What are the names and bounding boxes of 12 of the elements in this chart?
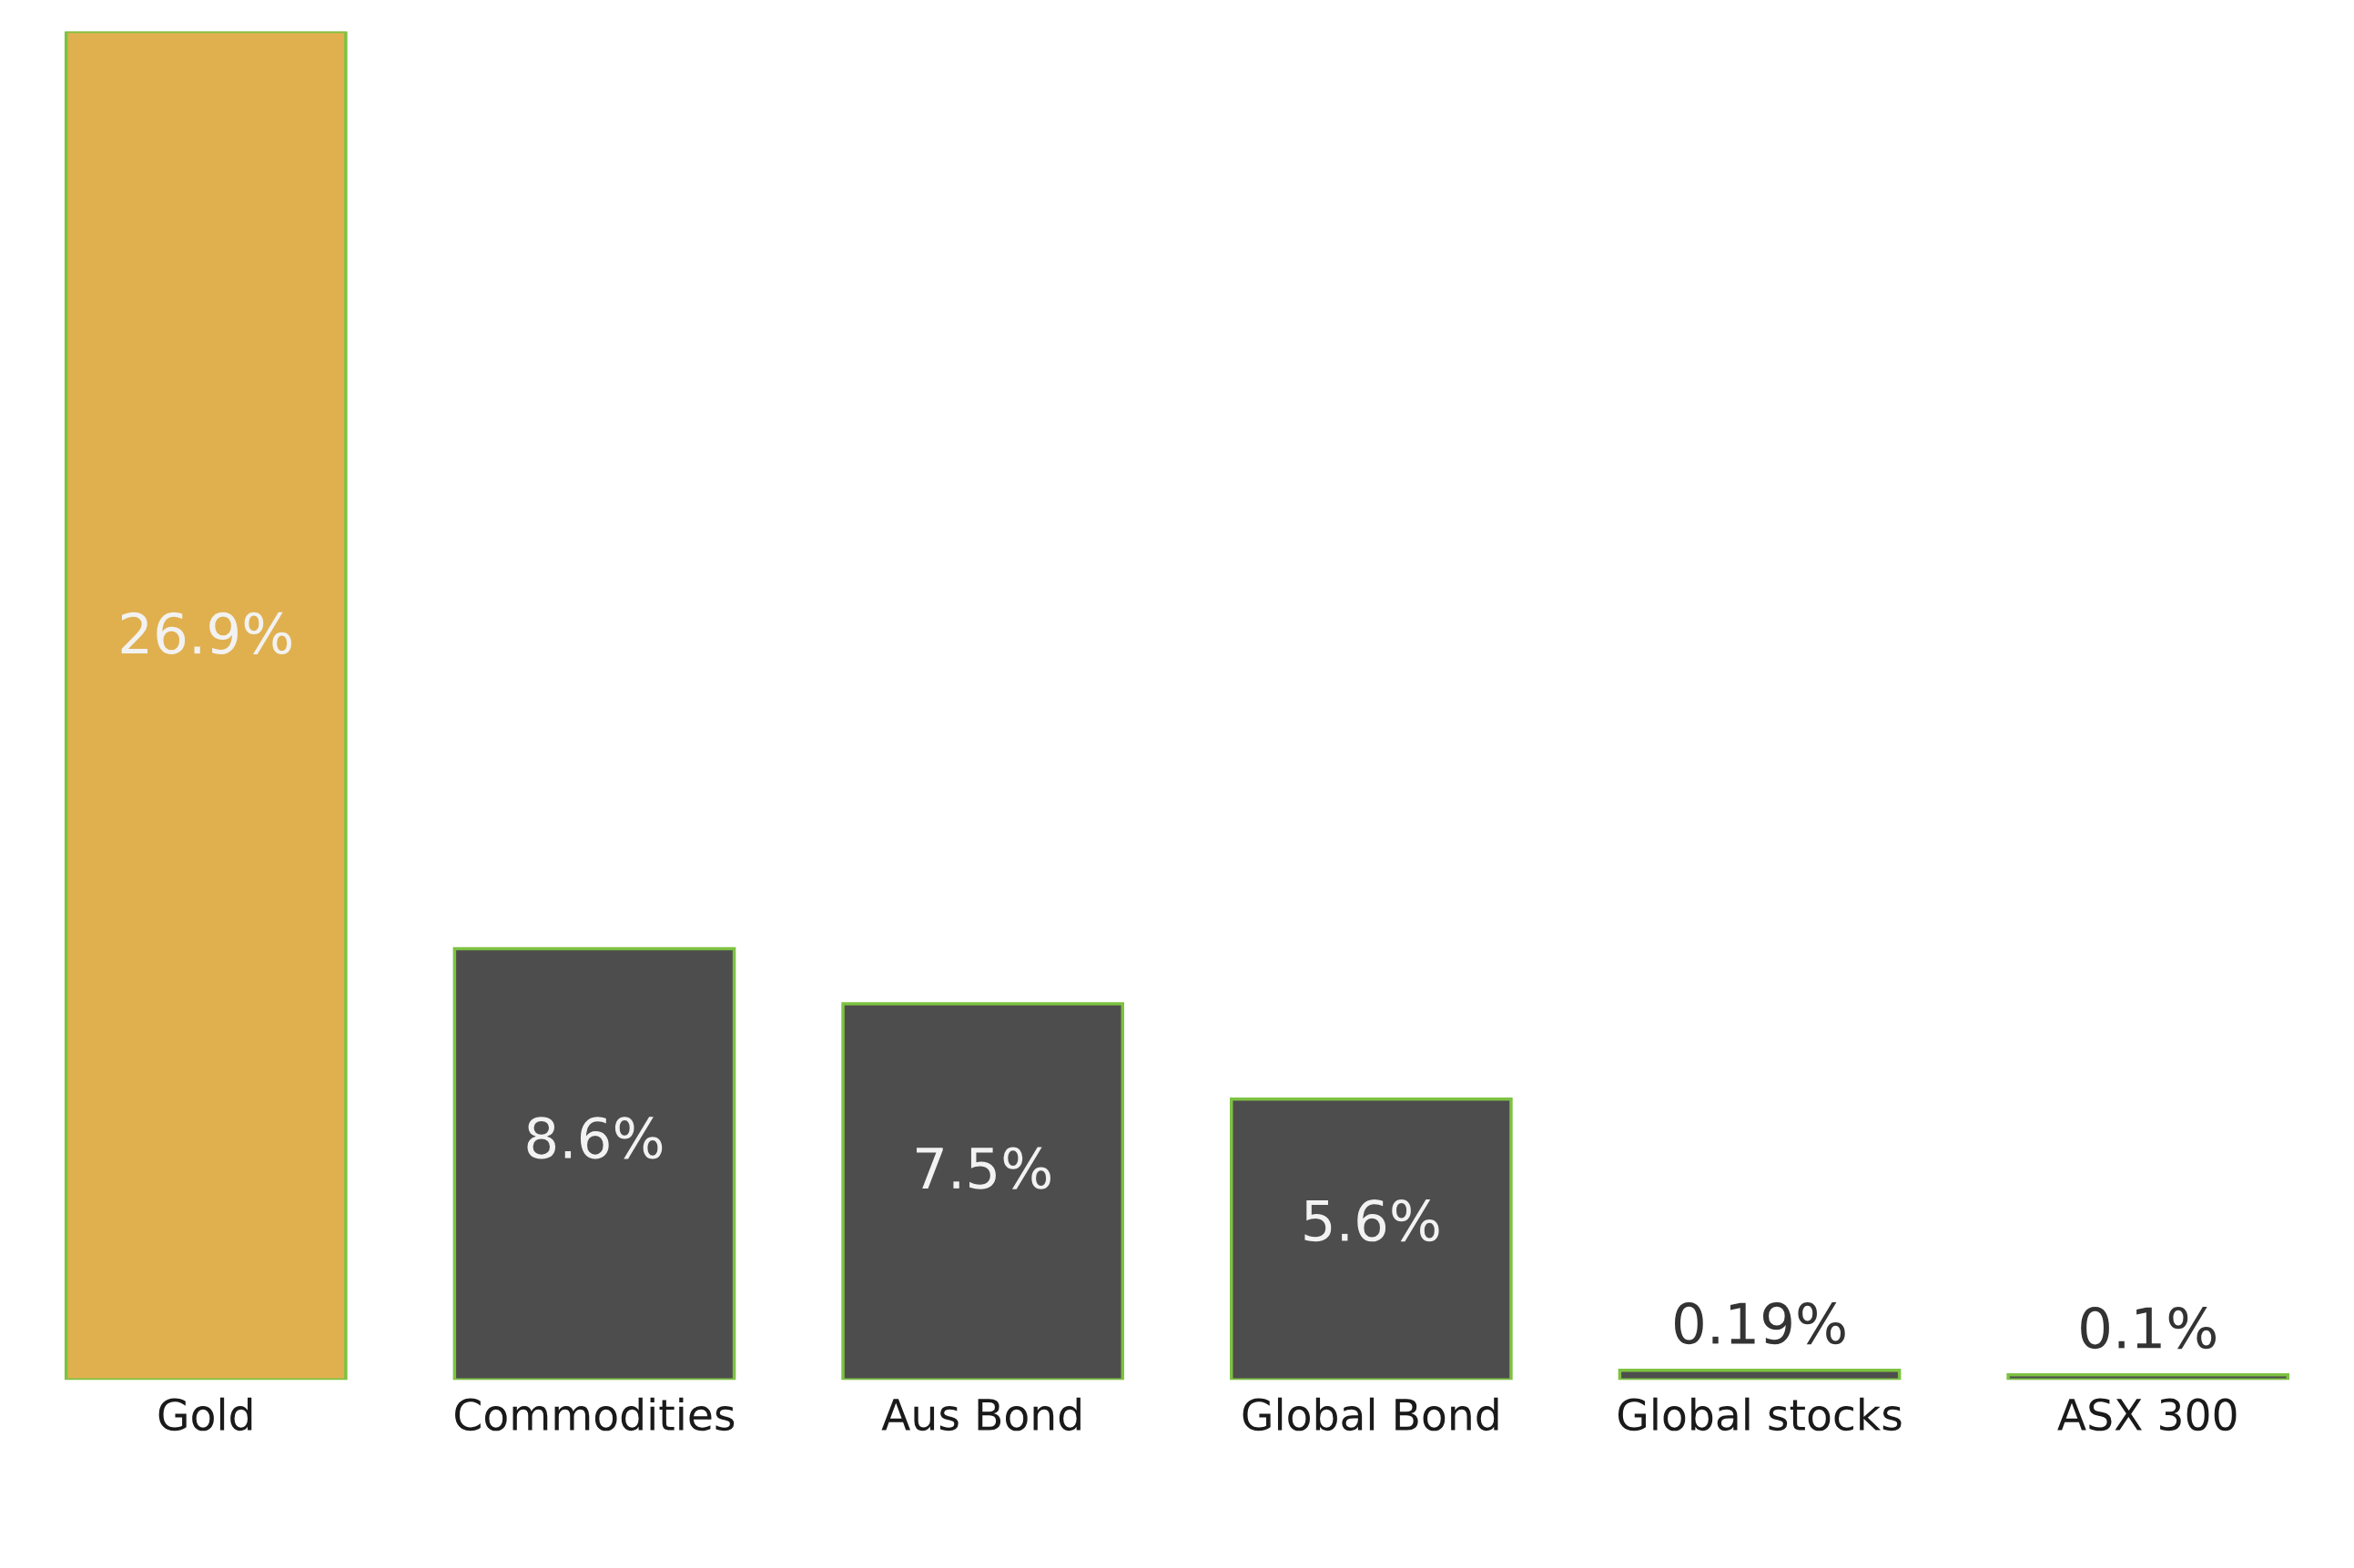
x-tick-label: Global stocks	[1618, 1397, 1902, 1431]
x-tick-label: Global Bond	[1243, 1397, 1498, 1431]
data-label: 5.6%	[1304, 1199, 1439, 1242]
x-tick-label: ASX 300	[2057, 1398, 2237, 1431]
data-label: 26.9%	[121, 612, 291, 654]
data-label: 7.5%	[917, 1147, 1050, 1189]
x-tick-label: Commodities	[455, 1397, 735, 1431]
data-label: 0.19%	[1675, 1302, 1845, 1345]
data-label: 0.1%	[2081, 1307, 2216, 1350]
x-tick-label: Gold	[158, 1397, 252, 1431]
data-label: 8.6%	[527, 1117, 663, 1159]
x-tick-label: Aus Bond	[881, 1397, 1081, 1431]
